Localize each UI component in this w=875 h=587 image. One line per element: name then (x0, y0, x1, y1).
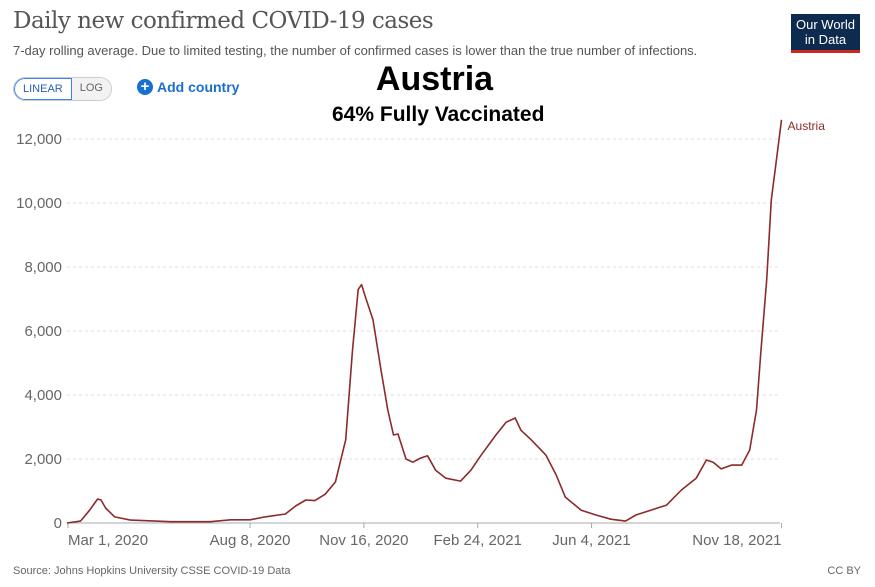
y-tick-label: 2,000 (24, 451, 62, 468)
x-tick-label: Feb 24, 2021 (433, 532, 521, 549)
series-line-austria (66, 119, 783, 524)
y-tick-label: 0 (54, 515, 62, 532)
plus-icon: + (137, 79, 153, 95)
add-country-label: Add country (157, 79, 240, 95)
y-tick-label: 6,000 (24, 323, 62, 340)
country-heading: Austria (0, 60, 875, 99)
add-country-button[interactable]: + Add country (137, 79, 239, 95)
y-tick-label: 10,000 (16, 195, 62, 212)
scale-toggle: LINEAR LOG (13, 77, 112, 101)
license-link[interactable]: CC BY (827, 565, 861, 577)
country-name: Austria (375, 60, 494, 98)
y-tick-label: 4,000 (24, 387, 62, 404)
series-label: Austria (788, 119, 826, 133)
x-tick-label: Jun 4, 2021 (552, 532, 630, 549)
x-tick-label: Aug 8, 2020 (210, 532, 291, 549)
x-tick-label: Mar 1, 2020 (68, 532, 148, 549)
owid-logo[interactable]: Our World in Data (791, 14, 860, 53)
x-tick-label: Nov 16, 2020 (319, 532, 408, 549)
source-note: Source: Johns Hopkins University CSSE CO… (13, 565, 291, 577)
y-tick-label: 8,000 (24, 259, 62, 276)
vaccination-label: 64% Fully Vaccinated (332, 103, 545, 126)
log-button[interactable]: LOG (71, 78, 111, 100)
chart-subtitle: 7-day rolling average. Due to limited te… (13, 43, 698, 58)
y-tick-label: 12,000 (16, 131, 62, 148)
x-tick-label: Nov 18, 2021 (692, 532, 781, 549)
chart-title: Daily new confirmed COVID-19 cases (13, 8, 434, 34)
linear-button[interactable]: LINEAR (14, 78, 72, 100)
